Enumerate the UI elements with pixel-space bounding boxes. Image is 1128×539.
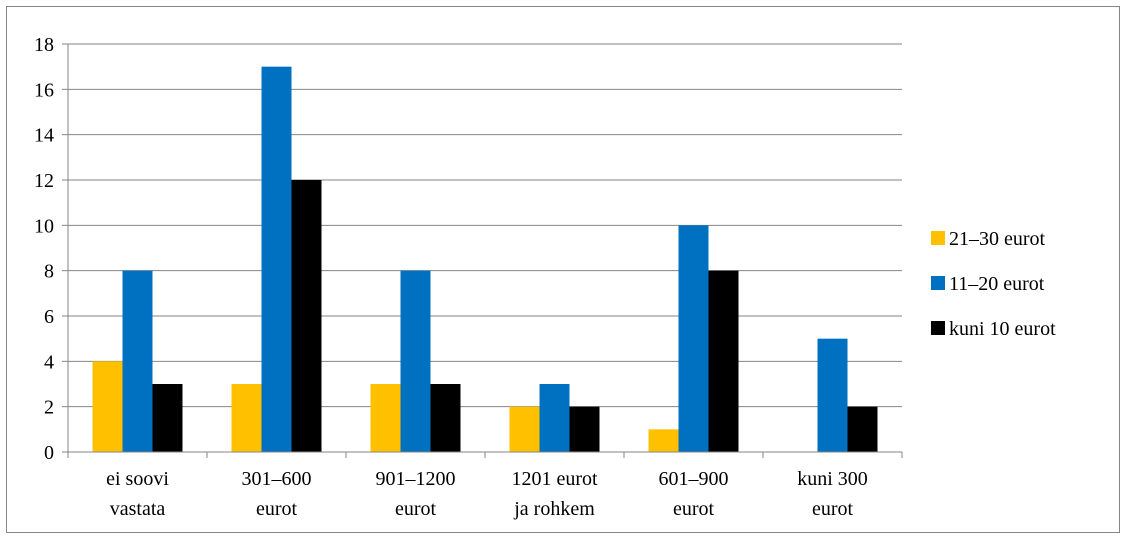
axes [62,43,903,458]
legend-swatch [931,276,945,290]
gridlines [68,43,902,408]
x-category-label: eurot [395,498,437,520]
y-tick-label: 4 [44,351,54,373]
y-tick-label: 18 [34,34,54,56]
y-tick-label: 10 [34,215,54,237]
x-category-label: kuni 300 [797,468,868,490]
chart-frame: 0 2 4 6 8 10 12 14 16 18 ei soovi vastata 301–600 eu… [6,6,1120,533]
x-category-labels: ei soovi vastata 301–600 eurot 901–1200 eurot… [106,468,868,520]
legend-swatch [931,231,945,245]
bar [231,384,262,452]
x-category-label: 301–600 [242,468,312,490]
y-tick-label: 8 [44,261,54,283]
bar [678,225,709,452]
bar [122,270,153,452]
x-category-label: 601–900 [659,468,729,490]
legend-label: 11–20 eurot [949,273,1045,295]
x-category-label: 1201 eurot [511,468,598,490]
bar [291,180,322,452]
bar [152,384,183,452]
x-category-label: eurot [673,498,715,520]
x-category-label: ei soovi [106,468,169,490]
x-category-label: eurot [812,498,854,520]
bar [92,361,123,452]
x-category-label: vastata [110,498,166,520]
bar [847,406,878,452]
bar [539,384,570,452]
legend-label: 21–30 eurot [949,228,1046,250]
bar [261,66,292,452]
y-tick-label: 14 [34,125,54,147]
x-category-label: eurot [256,498,298,520]
legend-label: kuni 10 eurot [949,318,1056,340]
bar [509,406,540,452]
bar [708,270,739,452]
bars [92,66,878,452]
y-tick-label: 6 [44,306,54,328]
bar [430,384,461,452]
y-tick-label: 2 [44,397,54,419]
legend-swatch [931,321,945,335]
legend: 21–30 eurot 11–20 eurot kuni 10 eurot [931,228,1056,340]
bar [370,384,401,452]
bar [569,406,600,452]
y-tick-label: 0 [44,442,54,464]
y-tick-label: 16 [34,79,54,101]
x-category-label: ja rohkem [513,498,595,520]
x-category-label: 901–1200 [376,468,456,490]
y-tick-labels: 0 2 4 6 8 10 12 14 16 18 [34,34,54,464]
bar-chart: 0 2 4 6 8 10 12 14 16 18 ei soovi vastata 301–600 eu… [34,34,1056,520]
bar [648,429,679,452]
bar [817,338,848,452]
y-tick-label: 12 [34,170,54,192]
bar [400,270,431,452]
